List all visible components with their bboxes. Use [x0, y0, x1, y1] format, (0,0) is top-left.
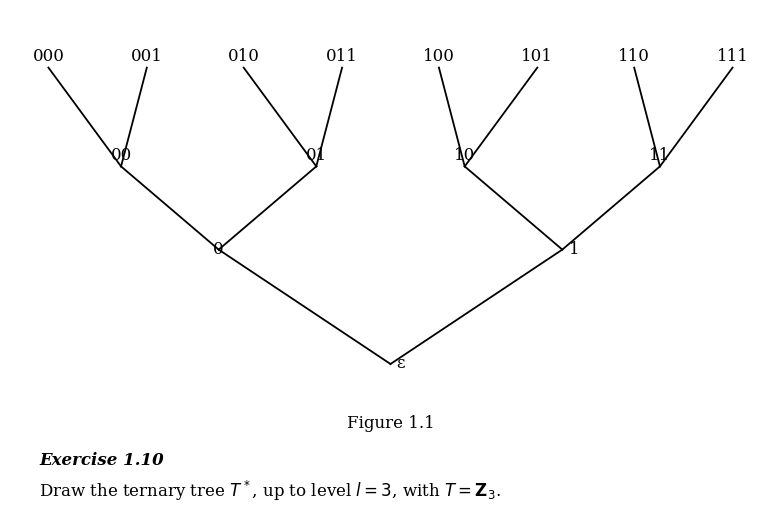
Text: 0: 0	[213, 241, 224, 258]
Text: 01: 01	[305, 147, 327, 164]
Text: 11: 11	[649, 147, 671, 164]
Text: 1: 1	[569, 241, 580, 258]
Text: 001: 001	[131, 48, 162, 65]
Text: Figure 1.1: Figure 1.1	[347, 415, 434, 432]
Text: 010: 010	[228, 48, 259, 65]
Text: 101: 101	[522, 48, 553, 65]
Text: 011: 011	[326, 48, 358, 65]
Text: 10: 10	[454, 147, 476, 164]
Text: 100: 100	[423, 48, 455, 65]
Text: Exercise 1.10: Exercise 1.10	[39, 452, 164, 469]
Text: Draw the ternary tree $T^*$, up to level $l = 3$, with $T = \mathbf{Z}_3$.: Draw the ternary tree $T^*$, up to level…	[39, 479, 501, 503]
Text: 000: 000	[33, 48, 64, 65]
Text: 110: 110	[619, 48, 650, 65]
Text: ε: ε	[397, 356, 405, 372]
Text: 111: 111	[717, 48, 748, 65]
Text: 00: 00	[110, 147, 132, 164]
